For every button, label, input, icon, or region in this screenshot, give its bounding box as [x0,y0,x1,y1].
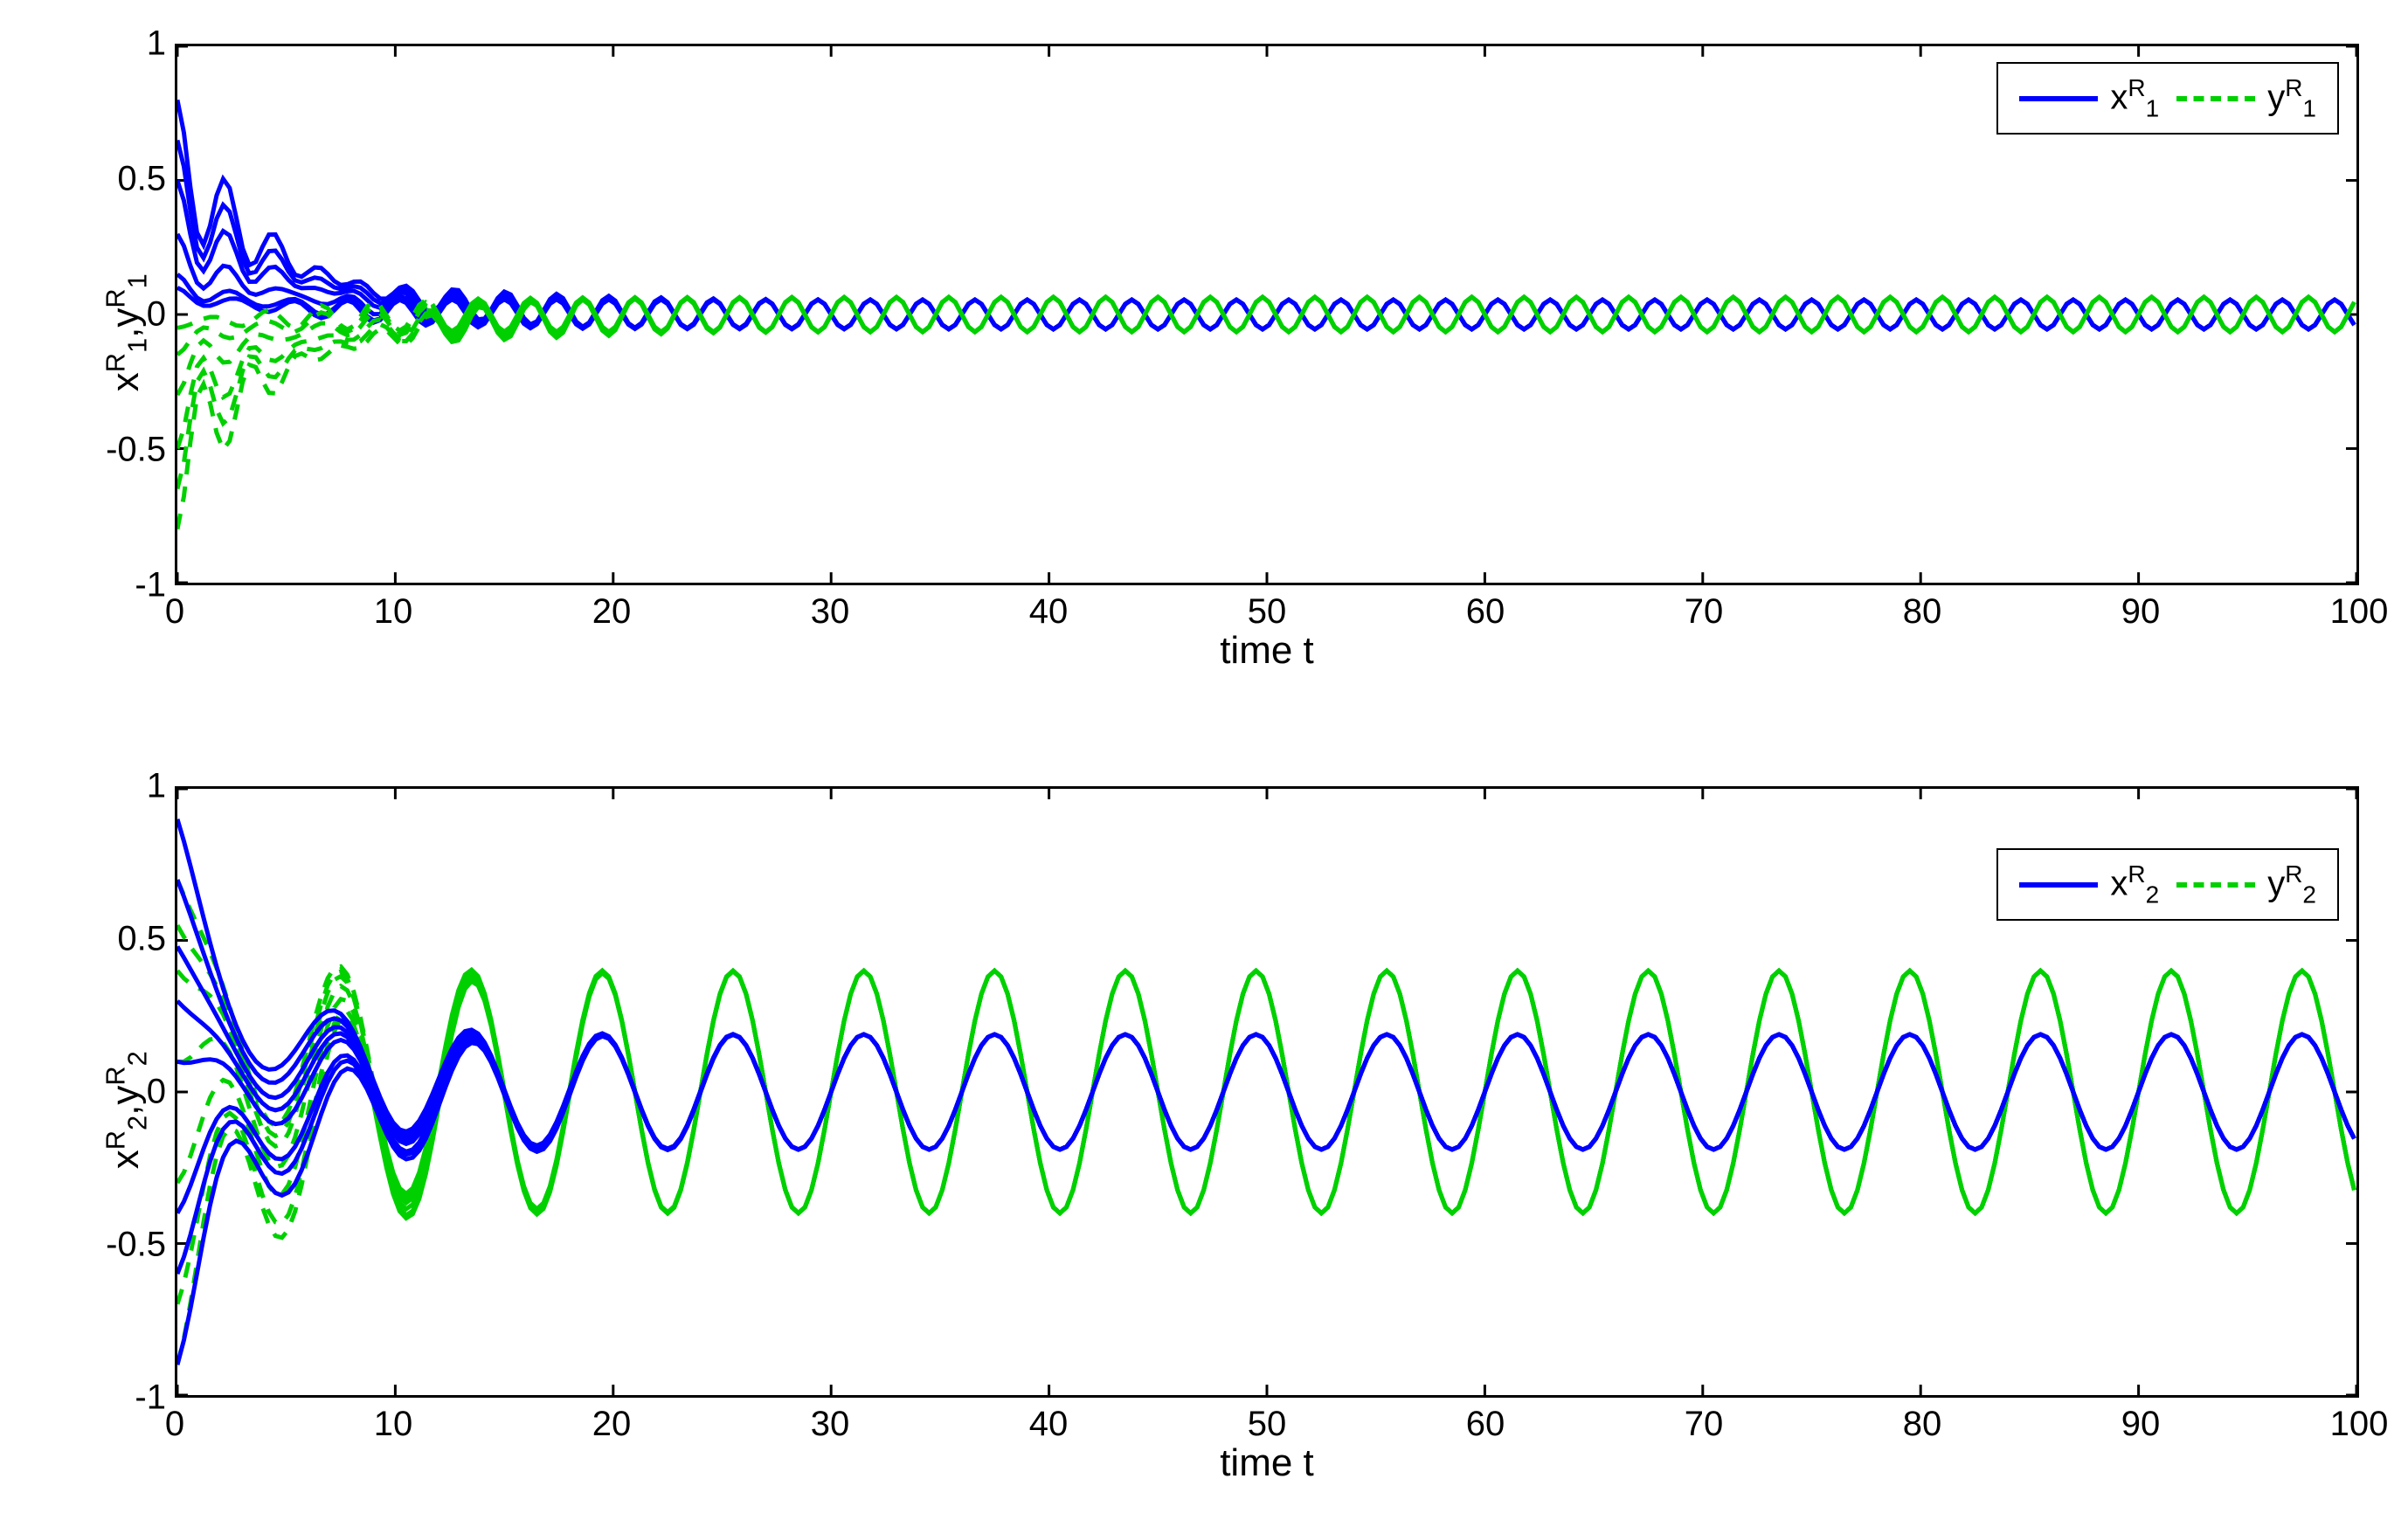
xtick-label: 60 [1466,592,1505,632]
ytick-label: -1 [96,1378,166,1418]
plot-area-bottom: xR2 yR2 [175,786,2359,1398]
legend-item-x1: xR1 [2019,74,2159,122]
ytick-label: 0.5 [96,920,166,959]
legend-swatch-y1 [2176,96,2255,101]
subplot-bottom: xR2 yR2 xR2,yR2 time t 01020304050607080… [175,786,2359,1468]
xtick-label: 80 [1903,1405,1942,1444]
xtick-label: 90 [2121,1405,2161,1444]
xtick-label: 70 [1685,1405,1724,1444]
ytick-label: 1 [96,24,166,64]
legend-item-y1: yR1 [2176,74,2316,122]
xtick-label: 80 [1903,592,1942,632]
legend-swatch-x1 [2019,96,2098,101]
ytick-label: 0.5 [96,160,166,199]
xtick-label: 70 [1685,592,1724,632]
xtick-label: 50 [1248,1405,1287,1444]
xtick-label: 40 [1029,1405,1069,1444]
legend-item-y2: yR2 [2176,860,2316,909]
ytick-label: -1 [96,566,166,605]
ytick-label: -0.5 [96,1226,166,1265]
xtick-label: 40 [1029,592,1069,632]
xtick-label: 30 [811,592,850,632]
ytick-label: -0.5 [96,431,166,470]
legend-label-y1: yR1 [2267,74,2316,122]
figure: xR1 yR1 xR1,yR1 time t 01020304050607080… [17,17,2408,1503]
xlabel-top: time t [1220,629,1314,673]
plot-area-top: xR1 yR1 [175,44,2359,585]
ytick-label: 1 [96,767,166,806]
subplot-top: xR1 yR1 xR1,yR1 time t 01020304050607080… [175,44,2359,655]
legend-top: xR1 yR1 [1996,62,2339,135]
legend-label-x2: xR2 [2110,860,2159,909]
legend-swatch-y2 [2176,882,2255,888]
xtick-label: 10 [374,1405,413,1444]
xtick-label: 20 [592,592,632,632]
xtick-label: 90 [2121,592,2161,632]
xtick-label: 0 [165,1405,184,1444]
ytick-label: 0 [96,1073,166,1112]
legend-bottom: xR2 yR2 [1996,848,2339,921]
xtick-label: 20 [592,1405,632,1444]
legend-label-x1: xR1 [2110,74,2159,122]
legend-swatch-x2 [2019,882,2098,888]
ytick-label: 0 [96,295,166,335]
legend-label-y2: yR2 [2267,860,2316,909]
legend-item-x2: xR2 [2019,860,2159,909]
xtick-label: 100 [2330,1405,2389,1444]
xtick-label: 10 [374,592,413,632]
xtick-label: 100 [2330,592,2389,632]
xtick-label: 60 [1466,1405,1505,1444]
xtick-label: 0 [165,592,184,632]
xlabel-bottom: time t [1220,1441,1314,1485]
xtick-label: 30 [811,1405,850,1444]
xtick-label: 50 [1248,592,1287,632]
